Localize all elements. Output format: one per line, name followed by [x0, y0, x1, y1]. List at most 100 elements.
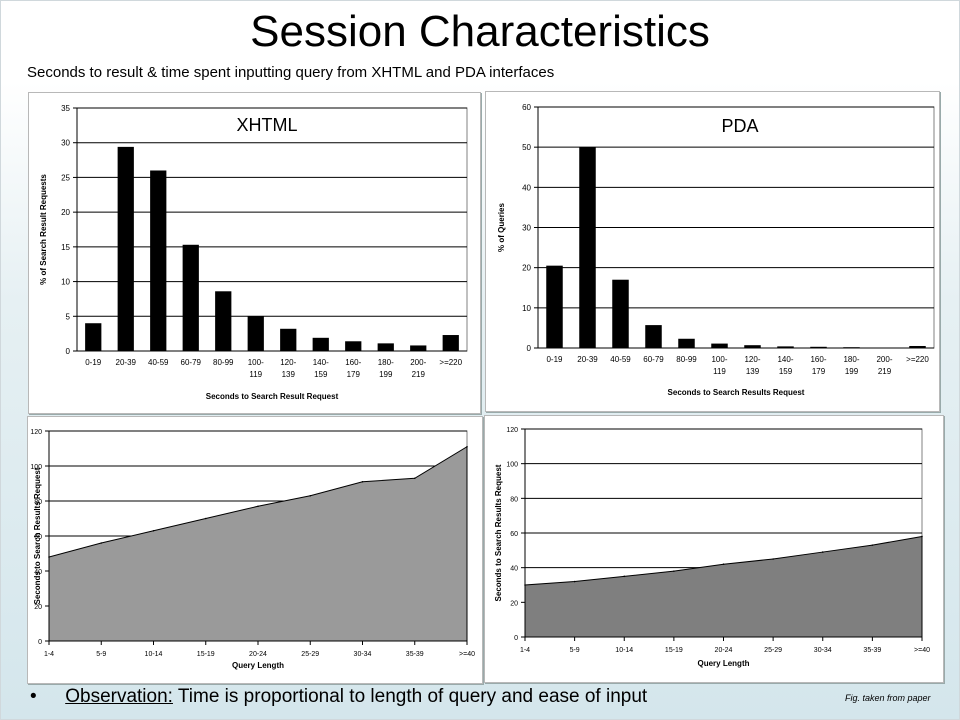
- bar: [579, 147, 596, 348]
- area-point: [821, 551, 824, 553]
- y-tick-label: 120: [30, 429, 42, 436]
- bar: [777, 346, 794, 348]
- xhtml-query-length-panel: 0 20 40 60 80 100 120 1-4 5-9 10-14 15-19 20-24 25-2…: [27, 416, 483, 684]
- y-axis-label: Seconds to Search Results Request: [33, 467, 42, 604]
- observation-text: Time is proportional to length of query …: [172, 686, 648, 707]
- x-tick-label: 199: [379, 370, 393, 379]
- area-series: [48, 445, 468, 642]
- y-tick-label: 0: [38, 639, 42, 646]
- x-tick-label: 5-9: [96, 651, 106, 658]
- area-series: [524, 535, 923, 638]
- xhtml-histogram-panel: 0 5 10 15 20 25 30 35 0-19 20-39 40-59 60-79 80-99 10…: [28, 92, 481, 414]
- x-tick-label: 1-4: [44, 651, 54, 658]
- x-tick-label: 219: [412, 370, 426, 379]
- x-tick-label: >=40: [914, 647, 930, 654]
- area-point: [466, 445, 468, 448]
- x-tick-label: 10-14: [615, 647, 633, 654]
- pda-query-length-panel: 0 20 40 60 80 100 120 1-4 5-9 10-14 15-19 20-24 25-2…: [484, 415, 944, 683]
- x-tick-label: 30-34: [814, 647, 832, 654]
- x-tick-label: 139: [746, 367, 760, 376]
- x-tick-label: 40-59: [148, 358, 169, 367]
- bar: [810, 346, 827, 348]
- x-tick-label: 30-34: [354, 651, 372, 658]
- observation-bullet: • Observation: Time is proportional to l…: [30, 686, 647, 708]
- observation-label: Observation:: [65, 686, 173, 707]
- x-tick-label: 60-79: [181, 358, 202, 367]
- x-tick-label: 120-: [744, 355, 760, 364]
- y-axis-label: % of Search Result Requests: [39, 174, 48, 285]
- area-point: [152, 529, 155, 532]
- area-point: [48, 556, 50, 558]
- x-tick-label: 80-99: [213, 358, 234, 367]
- x-tick-label: 159: [314, 370, 328, 379]
- y-tick-label: 20: [61, 208, 70, 217]
- y-tick-label: 120: [506, 427, 518, 434]
- y-tick-label: 15: [61, 243, 70, 252]
- x-tick-label: 200-: [410, 358, 426, 367]
- figure-source-note: Fig. taken from paper: [845, 693, 931, 703]
- y-tick-label: 60: [34, 534, 42, 541]
- y-axis-label: Seconds to Search Results Request: [494, 464, 503, 601]
- slide-subtitle: Seconds to result & time spent inputting…: [27, 64, 555, 81]
- xhtml-query-length-chart: 0 20 40 60 80 100 120 1-4 5-9 10-14 15-19 20-24 25-2…: [30, 429, 475, 670]
- x-axis-label: Query Length: [232, 661, 284, 670]
- bar: [85, 323, 102, 351]
- bar: [678, 338, 695, 348]
- chart-title: PDA: [721, 116, 758, 136]
- pda-query-length-chart: 0 20 40 60 80 100 120 1-4 5-9 10-14 15-19 20-24 25-2…: [494, 427, 930, 668]
- y-tick-label: 30: [522, 224, 531, 233]
- area-point: [204, 517, 207, 520]
- bar: [150, 170, 167, 351]
- area-point: [257, 505, 259, 508]
- bar: [215, 291, 232, 351]
- x-tick-label: 20-39: [577, 355, 598, 364]
- slide-title: Session Characteristics: [250, 7, 710, 56]
- y-tick-label: 35: [61, 104, 70, 113]
- y-tick-label: 30: [61, 139, 70, 148]
- area-point: [623, 575, 626, 578]
- x-tick-label: >=40: [459, 651, 475, 658]
- x-tick-label: 35-39: [406, 651, 424, 658]
- bar: [744, 345, 761, 348]
- x-tick-label: 100-: [248, 358, 264, 367]
- x-tick-label: 200-: [876, 355, 892, 364]
- x-tick-label: 0-19: [546, 355, 563, 364]
- x-tick-label: 199: [845, 367, 859, 376]
- x-tick-label: 10-14: [145, 651, 163, 658]
- bar: [442, 335, 459, 351]
- area-point: [100, 542, 103, 544]
- x-tick-label: 180-: [843, 355, 859, 364]
- area-point: [524, 584, 526, 586]
- y-tick-label: 80: [34, 499, 42, 506]
- x-tick-label: 5-9: [570, 647, 580, 654]
- x-tick-label: 25-29: [764, 647, 782, 654]
- x-tick-label: 160-: [345, 358, 361, 367]
- y-tick-label: 0: [527, 344, 532, 353]
- y-tick-label: 25: [61, 173, 70, 182]
- pda-histogram-panel: 0 10 20 30 40 50 60 0-19 20-39 40-59 60-79 80-99 100…: [485, 91, 940, 412]
- chart-title: XHTML: [236, 115, 297, 135]
- y-tick-label: 0: [66, 347, 71, 356]
- x-axis-label: Seconds to Search Results Request: [668, 388, 805, 397]
- xhtml-histogram-chart: 0 5 10 15 20 25 30 35 0-19 20-39 40-59 60-79 80-99 10…: [39, 104, 468, 401]
- y-tick-label: 10: [61, 278, 70, 287]
- x-axis-label: Query Length: [697, 659, 749, 668]
- y-tick-label: 20: [522, 264, 531, 273]
- bar: [345, 341, 362, 351]
- x-tick-label: 139: [282, 370, 296, 379]
- area-point: [309, 494, 312, 497]
- y-tick-label: 100: [30, 464, 42, 471]
- area-point: [772, 558, 774, 560]
- bar: [182, 244, 199, 351]
- y-tick-label: 0: [514, 635, 518, 642]
- x-tick-label: 15-19: [665, 647, 683, 654]
- bullet-mark: •: [30, 686, 37, 707]
- x-tick-label: 20-39: [116, 358, 137, 367]
- area-point: [573, 580, 576, 583]
- x-tick-label: 140-: [313, 358, 329, 367]
- x-tick-label: 100-: [711, 355, 727, 364]
- y-tick-label: 80: [510, 496, 518, 503]
- y-tick-label: 10: [522, 304, 531, 313]
- plot-area: [76, 107, 468, 352]
- y-axis-label: % of Queries: [497, 203, 506, 252]
